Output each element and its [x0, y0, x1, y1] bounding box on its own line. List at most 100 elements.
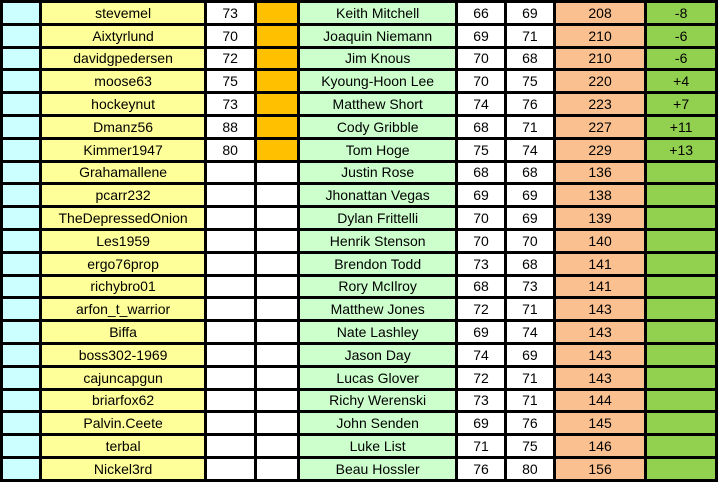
round2-score-cell[interactable]: 71	[503, 22, 556, 49]
flag-cell[interactable]	[253, 455, 301, 482]
golfer-name-cell[interactable]: Luke List	[297, 433, 459, 459]
user-score-cell[interactable]	[203, 410, 257, 437]
flag-cell[interactable]	[253, 22, 301, 49]
row-marker-cell[interactable]	[0, 0, 43, 26]
round2-score-cell[interactable]: 71	[503, 296, 556, 323]
round2-score-cell[interactable]: 76	[503, 91, 556, 117]
golfer-name-cell[interactable]: Brendon Todd	[297, 250, 459, 277]
row-marker-cell[interactable]	[0, 91, 43, 117]
to-par-cell[interactable]: -6	[644, 45, 718, 72]
row-marker-cell[interactable]	[0, 364, 43, 391]
user-score-cell[interactable]	[203, 455, 257, 482]
row-marker-cell[interactable]	[0, 433, 43, 459]
row-marker-cell[interactable]	[0, 136, 43, 163]
user-score-cell[interactable]: 80	[203, 136, 257, 163]
golfer-name-cell[interactable]: Jim Knous	[297, 45, 459, 72]
total-score-cell[interactable]: 227	[552, 113, 648, 140]
to-par-cell[interactable]: -6	[644, 22, 718, 49]
flag-cell[interactable]	[253, 296, 301, 323]
to-par-cell[interactable]	[644, 455, 718, 482]
golfer-name-cell[interactable]: John Senden	[297, 410, 459, 437]
round1-score-cell[interactable]: 72	[455, 364, 507, 391]
username-cell[interactable]: arfon_t_warrior	[39, 296, 207, 323]
username-cell[interactable]: boss302-1969	[39, 341, 207, 368]
flag-cell[interactable]	[253, 273, 301, 300]
round2-score-cell[interactable]: 68	[503, 45, 556, 72]
user-score-cell[interactable]: 88	[203, 113, 257, 140]
row-marker-cell[interactable]	[0, 250, 43, 277]
round1-score-cell[interactable]: 70	[455, 68, 507, 95]
round1-score-cell[interactable]: 66	[455, 0, 507, 26]
flag-cell[interactable]	[253, 182, 301, 209]
to-par-cell[interactable]: +7	[644, 91, 718, 117]
total-score-cell[interactable]: 136	[552, 159, 648, 186]
row-marker-cell[interactable]	[0, 68, 43, 95]
to-par-cell[interactable]	[644, 410, 718, 437]
golfer-name-cell[interactable]: Rory McIlroy	[297, 273, 459, 300]
user-score-cell[interactable]: 72	[203, 45, 257, 72]
total-score-cell[interactable]: 210	[552, 45, 648, 72]
to-par-cell[interactable]	[644, 296, 718, 323]
user-score-cell[interactable]	[203, 319, 257, 345]
username-cell[interactable]: Dmanz56	[39, 113, 207, 140]
golfer-name-cell[interactable]: Lucas Glover	[297, 364, 459, 391]
round2-score-cell[interactable]: 69	[503, 0, 556, 26]
round1-score-cell[interactable]: 68	[455, 159, 507, 186]
total-score-cell[interactable]: 220	[552, 68, 648, 95]
username-cell[interactable]: ergo76prop	[39, 250, 207, 277]
round2-score-cell[interactable]: 69	[503, 341, 556, 368]
row-marker-cell[interactable]	[0, 113, 43, 140]
round2-score-cell[interactable]: 74	[503, 136, 556, 163]
golfer-name-cell[interactable]: Kyoung-Hoon Lee	[297, 68, 459, 95]
user-score-cell[interactable]	[203, 227, 257, 254]
flag-cell[interactable]	[253, 113, 301, 140]
to-par-cell[interactable]	[644, 273, 718, 300]
row-marker-cell[interactable]	[0, 387, 43, 414]
round2-score-cell[interactable]: 76	[503, 410, 556, 437]
user-score-cell[interactable]	[203, 387, 257, 414]
round2-score-cell[interactable]: 75	[503, 433, 556, 459]
total-score-cell[interactable]: 141	[552, 273, 648, 300]
to-par-cell[interactable]: +4	[644, 68, 718, 95]
to-par-cell[interactable]	[644, 364, 718, 391]
username-cell[interactable]: moose63	[39, 68, 207, 95]
golfer-name-cell[interactable]: Matthew Jones	[297, 296, 459, 323]
total-score-cell[interactable]: 143	[552, 364, 648, 391]
round2-score-cell[interactable]: 69	[503, 205, 556, 231]
user-score-cell[interactable]	[203, 433, 257, 459]
round1-score-cell[interactable]: 74	[455, 341, 507, 368]
to-par-cell[interactable]	[644, 182, 718, 209]
round1-score-cell[interactable]: 72	[455, 296, 507, 323]
to-par-cell[interactable]	[644, 341, 718, 368]
flag-cell[interactable]	[253, 45, 301, 72]
total-score-cell[interactable]: 223	[552, 91, 648, 117]
round1-score-cell[interactable]: 75	[455, 136, 507, 163]
username-cell[interactable]: TheDepressedOnion	[39, 205, 207, 231]
round1-score-cell[interactable]: 73	[455, 387, 507, 414]
golfer-name-cell[interactable]: Dylan Frittelli	[297, 205, 459, 231]
golfer-name-cell[interactable]: Richy Werenski	[297, 387, 459, 414]
total-score-cell[interactable]: 138	[552, 182, 648, 209]
to-par-cell[interactable]	[644, 250, 718, 277]
round1-score-cell[interactable]: 69	[455, 319, 507, 345]
user-score-cell[interactable]: 73	[203, 0, 257, 26]
total-score-cell[interactable]: 141	[552, 250, 648, 277]
round2-score-cell[interactable]: 71	[503, 364, 556, 391]
round2-score-cell[interactable]: 75	[503, 68, 556, 95]
user-score-cell[interactable]: 70	[203, 22, 257, 49]
flag-cell[interactable]	[253, 250, 301, 277]
user-score-cell[interactable]	[203, 364, 257, 391]
golfer-name-cell[interactable]: Jhonattan Vegas	[297, 182, 459, 209]
total-score-cell[interactable]: 156	[552, 455, 648, 482]
to-par-cell[interactable]	[644, 387, 718, 414]
round1-score-cell[interactable]: 70	[455, 45, 507, 72]
flag-cell[interactable]	[253, 0, 301, 26]
flag-cell[interactable]	[253, 136, 301, 163]
row-marker-cell[interactable]	[0, 273, 43, 300]
username-cell[interactable]: Nickel3rd	[39, 455, 207, 482]
total-score-cell[interactable]: 146	[552, 433, 648, 459]
flag-cell[interactable]	[253, 364, 301, 391]
username-cell[interactable]: cajuncapgun	[39, 364, 207, 391]
flag-cell[interactable]	[253, 227, 301, 254]
flag-cell[interactable]	[253, 205, 301, 231]
